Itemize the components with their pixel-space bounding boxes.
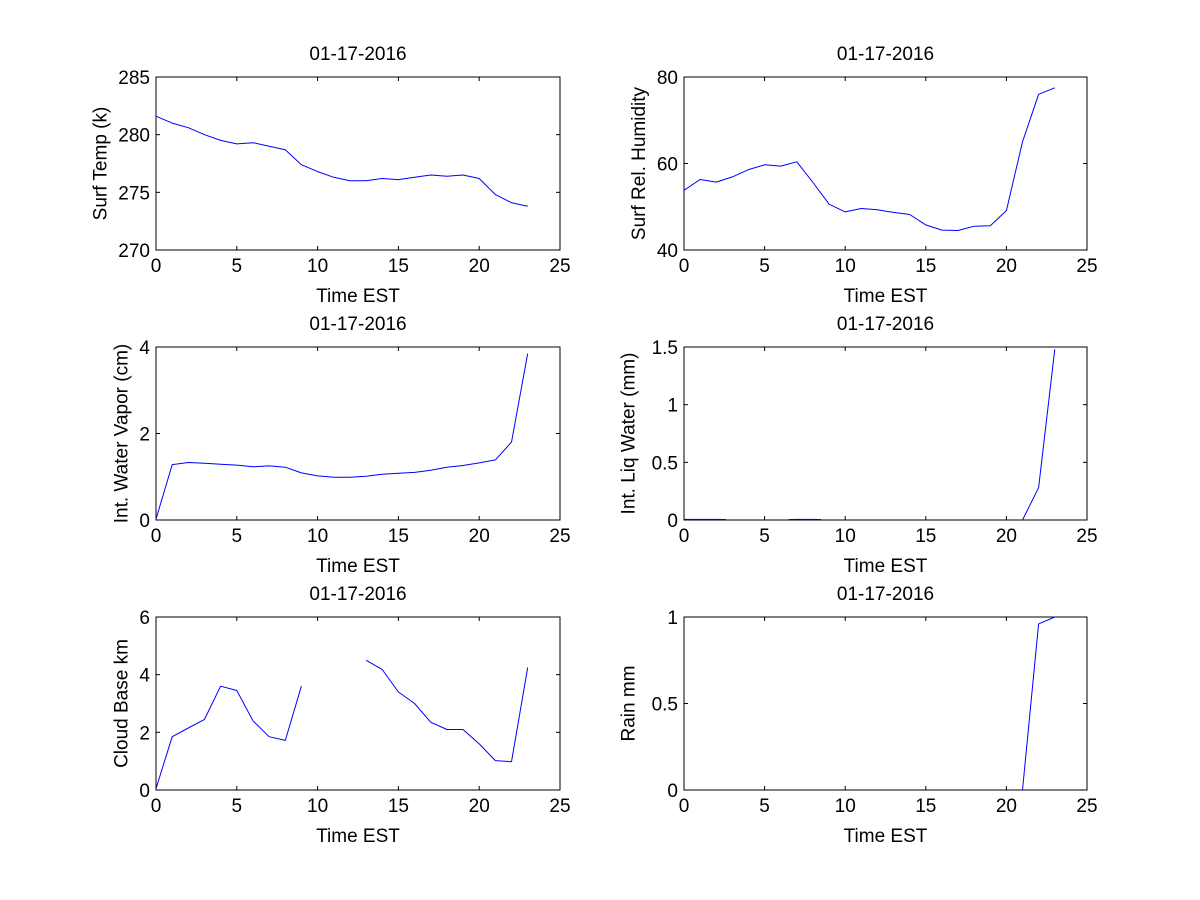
y-tick-label: 0.5 <box>652 695 678 716</box>
y-tick-label: 270 <box>118 241 150 262</box>
x-tick-label: 10 <box>307 526 328 547</box>
x-tick-label: 0 <box>679 256 690 277</box>
chart-title: 01-17-2016 <box>837 584 934 605</box>
x-tick-label: 20 <box>996 796 1017 817</box>
x-tick-label: 10 <box>835 796 856 817</box>
x-tick-label: 10 <box>835 526 856 547</box>
y-tick-label: 275 <box>118 183 150 204</box>
x-tick-label: 10 <box>835 256 856 277</box>
y-tick-label: 6 <box>139 608 150 629</box>
x-axis-label: Time EST <box>844 826 928 847</box>
x-tick-label: 0 <box>151 256 162 277</box>
x-tick-label: 5 <box>759 256 770 277</box>
x-tick-label: 20 <box>469 526 490 547</box>
x-axis-label: Time EST <box>844 286 928 307</box>
y-tick-label: 4 <box>139 338 150 359</box>
chart-title: 01-17-2016 <box>837 314 934 335</box>
x-tick-label: 15 <box>388 256 409 277</box>
y-axis-label: Rain mm <box>619 665 640 741</box>
y-tick-label: 0 <box>667 781 678 802</box>
x-tick-label: 15 <box>915 526 936 547</box>
x-tick-label: 10 <box>307 256 328 277</box>
y-tick-label: 80 <box>657 68 678 89</box>
y-tick-label: 2 <box>139 425 150 446</box>
y-tick-label: 0 <box>667 511 678 532</box>
subplot-4: 0 5 10 15 20 25 0 0.5 1 1.5 01-17-2016 Time EST Int.… <box>619 314 1098 577</box>
y-axis-label: Int. Water Vapor (cm) <box>112 344 133 523</box>
x-tick-label: 15 <box>915 256 936 277</box>
x-tick-label: 5 <box>232 526 243 547</box>
x-tick-label: 25 <box>1076 526 1097 547</box>
x-tick-label: 5 <box>232 256 243 277</box>
series-line <box>155 353 529 520</box>
y-tick-label: 0.5 <box>652 453 678 474</box>
y-tick-label: 1 <box>667 608 678 629</box>
x-tick-label: 25 <box>549 526 570 547</box>
x-tick-label: 20 <box>469 256 490 277</box>
x-tick-label: 5 <box>232 796 243 817</box>
axes-box <box>155 76 561 251</box>
x-axis-label: Time EST <box>844 556 928 577</box>
y-axis-label: Surf Rel. Humidity <box>629 86 650 240</box>
x-tick-label: 0 <box>679 526 690 547</box>
x-tick-label: 20 <box>469 796 490 817</box>
y-tick-label: 40 <box>657 241 678 262</box>
x-tick-label: 20 <box>996 526 1017 547</box>
x-axis-label: Time EST <box>316 556 400 577</box>
series-line <box>155 115 528 207</box>
subplot-2: 0 5 10 15 20 25 40 60 80 01-17-2016 Time EST Surf R… <box>629 44 1098 307</box>
x-tick-label: 0 <box>151 526 162 547</box>
axes-box <box>683 616 1088 791</box>
series-line <box>683 87 1055 231</box>
subplot-3: 0 5 10 15 20 25 0 2 4 01-17-2016 Time EST Int. Wate… <box>112 314 571 577</box>
x-tick-label: 25 <box>1076 796 1097 817</box>
y-tick-label: 280 <box>118 126 150 147</box>
chart-title: 01-17-2016 <box>309 314 406 335</box>
y-tick-label: 60 <box>657 155 678 176</box>
subplot-5: 0 5 10 15 20 25 0 2 4 6 01-17-2016 Time EST Cloud Ba… <box>112 584 571 847</box>
x-tick-label: 15 <box>388 526 409 547</box>
series-line <box>1022 349 1056 521</box>
y-tick-label: 1 <box>667 396 678 417</box>
y-axis-label: Int. Liq Water (mm) <box>619 353 640 515</box>
axes-box <box>683 346 1088 521</box>
x-axis-label: Time EST <box>316 286 400 307</box>
subplot-6: 0 5 10 15 20 25 0 0.5 1 01-17-2016 Time EST Rain mm <box>619 584 1098 847</box>
x-tick-label: 10 <box>307 796 328 817</box>
y-tick-label: 4 <box>139 666 150 687</box>
x-tick-label: 20 <box>996 256 1017 277</box>
subplot-1: 0 5 10 15 20 25 270 275 280 285 01-17-2016 Time EST… <box>91 44 571 307</box>
chart-title: 01-17-2016 <box>837 44 934 65</box>
y-tick-label: 285 <box>118 68 150 89</box>
axes-box <box>155 616 561 791</box>
x-tick-label: 0 <box>679 796 690 817</box>
chart-title: 01-17-2016 <box>309 584 406 605</box>
x-tick-label: 0 <box>151 796 162 817</box>
y-axis-label: Surf Temp (k) <box>91 107 112 221</box>
x-tick-label: 25 <box>1076 256 1097 277</box>
x-tick-label: 25 <box>549 256 570 277</box>
x-tick-label: 5 <box>759 796 770 817</box>
y-tick-label: 0 <box>139 781 150 802</box>
y-tick-label: 2 <box>139 723 150 744</box>
x-tick-label: 5 <box>759 526 770 547</box>
y-tick-label: 0 <box>139 511 150 532</box>
y-tick-label: 1.5 <box>652 338 678 359</box>
x-tick-label: 15 <box>915 796 936 817</box>
x-tick-label: 25 <box>549 796 570 817</box>
series-line <box>1022 616 1055 791</box>
series-line <box>365 659 529 763</box>
axes-box <box>155 346 561 521</box>
x-tick-label: 15 <box>388 796 409 817</box>
series-line <box>155 685 302 789</box>
x-axis-label: Time EST <box>316 826 400 847</box>
axes-box <box>683 76 1088 251</box>
chart-title: 01-17-2016 <box>309 44 406 65</box>
y-axis-label: Cloud Base km <box>112 639 133 768</box>
